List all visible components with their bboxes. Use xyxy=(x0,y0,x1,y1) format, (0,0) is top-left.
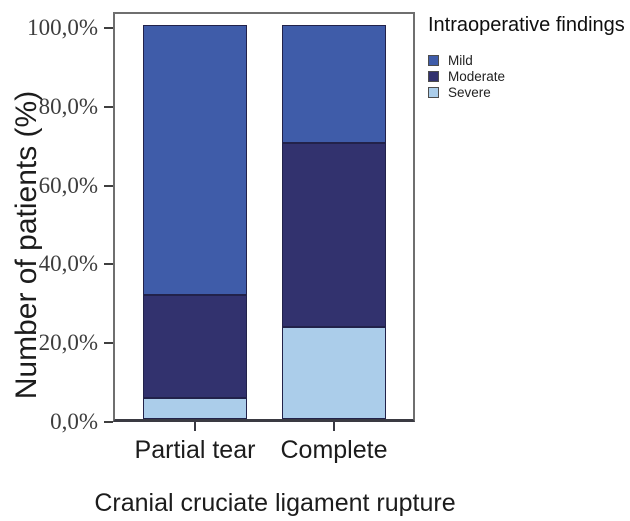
legend-label-moderate: Moderate xyxy=(448,68,506,84)
x-axis-title: Cranial cruciate ligament rupture xyxy=(94,489,456,517)
legend-item-moderate: Moderate xyxy=(428,68,628,84)
legend-title: Intraoperative findings xyxy=(428,14,625,36)
legend-label-severe: Severe xyxy=(448,84,491,100)
legend-swatch-moderate xyxy=(428,70,439,82)
x-tick-label-1: Partial tear xyxy=(134,436,256,464)
x-tick-mark xyxy=(194,422,196,431)
y-tick-label: 60,0% xyxy=(38,172,98,198)
y-tick-label: 40,0% xyxy=(38,251,98,277)
legend-item-severe: Severe xyxy=(428,84,628,100)
plot-area xyxy=(113,12,415,422)
y-tick-mark xyxy=(104,184,113,187)
legend-swatch-severe xyxy=(428,86,439,98)
segment-severe xyxy=(282,327,386,419)
legend-items: Mild Moderate Severe xyxy=(428,52,628,100)
segment-moderate xyxy=(282,143,386,328)
segment-moderate xyxy=(143,294,247,399)
y-tick-label: 20,0% xyxy=(38,330,98,356)
y-tick-mark xyxy=(104,105,113,108)
y-tick-mark xyxy=(104,27,113,29)
x-tick-mark xyxy=(333,422,335,431)
legend-item-mild: Mild xyxy=(428,52,628,68)
y-tick-mark xyxy=(104,263,113,266)
segment-mild xyxy=(143,25,247,295)
legend: Intraoperative findings Mild Moderate Seve… xyxy=(428,14,628,101)
y-tick-mark xyxy=(104,421,113,423)
y-tick-label: 80,0% xyxy=(38,93,98,119)
x-tick-label-2: Complete xyxy=(280,436,388,464)
legend-label-mild: Mild xyxy=(448,52,473,68)
y-tick-label: 0,0% xyxy=(50,409,98,434)
y-tick-label: 100,0% xyxy=(27,15,98,40)
bar-complete xyxy=(282,25,386,419)
legend-swatch-mild xyxy=(428,54,439,66)
segment-severe xyxy=(143,398,247,419)
bar-partial-tear xyxy=(143,25,247,419)
segment-mild xyxy=(282,25,386,144)
y-tick-mark xyxy=(104,342,113,345)
